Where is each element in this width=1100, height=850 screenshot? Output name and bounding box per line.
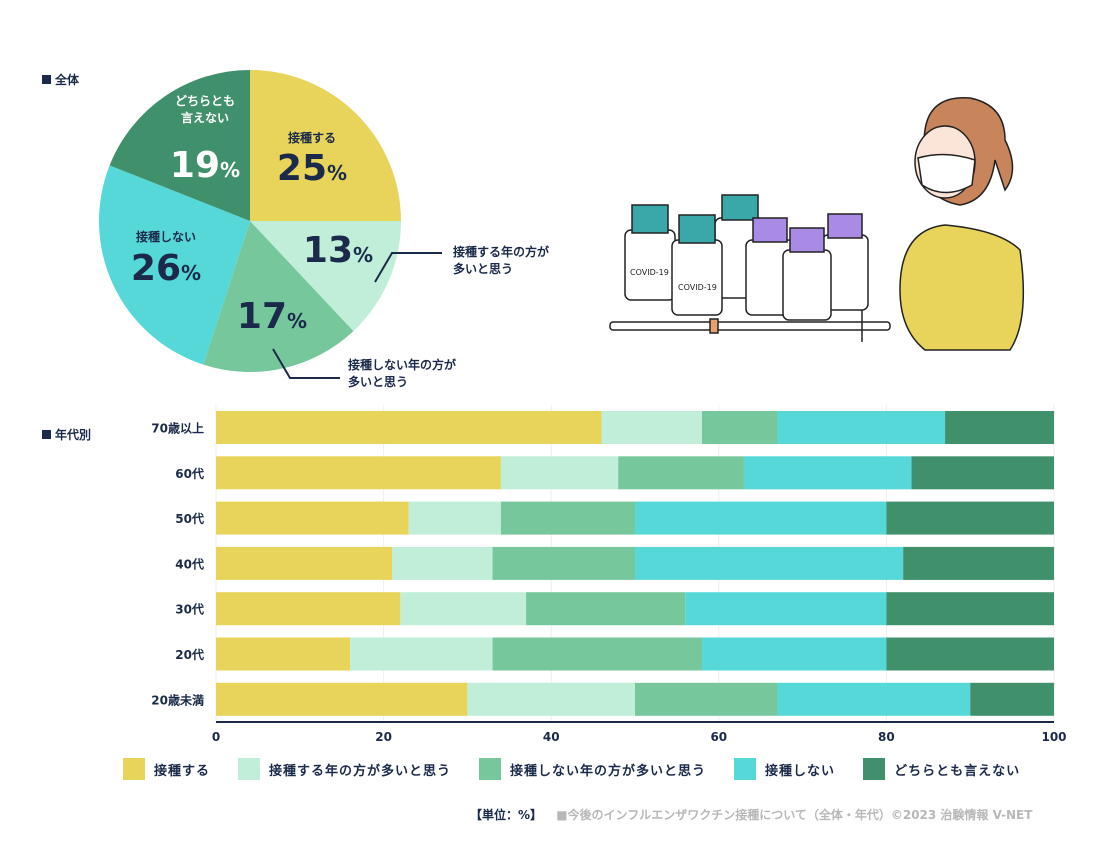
vial-label: COVID-19 [630, 268, 669, 277]
pie-category-label: 多いと思う [348, 374, 408, 389]
bar-segment [911, 456, 1054, 490]
y-category-label: 50代 [175, 511, 204, 526]
x-tick-label: 40 [543, 730, 560, 744]
x-tick-label: 60 [710, 730, 727, 744]
pie-slice [203, 221, 354, 372]
legend-item: 接種しない [734, 758, 835, 780]
bar-segment [408, 501, 501, 535]
bar-segment [886, 592, 1054, 626]
bar-segment [635, 682, 778, 716]
x-tick-label: 0 [212, 730, 220, 744]
bar-segment [400, 592, 527, 626]
legend-swatch [123, 758, 145, 780]
x-tick-label: 20 [375, 730, 392, 744]
legend-label: 接種しない年の方が多いと思う [510, 763, 707, 779]
pie-category-label: 接種しない [136, 229, 196, 244]
pie-category-label: 接種する [288, 130, 336, 145]
section-title-by-age: 年代別 [42, 426, 91, 443]
bar-segment [216, 456, 501, 490]
pie-value-label: 25% [277, 148, 347, 189]
pie-chart: 25% 接種する 13% 17% 26% 接種しない 19% どちらとも言えない接種する年の方… [99, 70, 549, 389]
leader-line [374, 252, 442, 283]
bar-segment [903, 546, 1054, 580]
bar-segment [391, 546, 493, 580]
pie-category-label: 接種する年の方が [453, 244, 549, 259]
pie-value-label: 17% [237, 296, 307, 337]
bar-segment [216, 682, 468, 716]
legend-item: 接種する年の方が多いと思う [238, 758, 451, 780]
bar-segment [702, 411, 778, 444]
pie-category-label: 接種しない年の方が [348, 357, 456, 372]
illustration: COVID-19 COVID-19 [609, 97, 1025, 351]
woman-with-mask-illustration [899, 97, 1025, 351]
pie-category-label: どちらとも [175, 94, 235, 108]
pie-slice [99, 165, 251, 365]
bar-segment [635, 501, 887, 535]
leader-line [272, 348, 340, 379]
bar-segment [526, 592, 686, 626]
legend: 接種する 接種する年の方が多いと思う 接種しない年の方が多いと思う 接種しない … [123, 758, 1048, 780]
legend-label: 接種する [154, 763, 211, 779]
legend-label: どちらとも言えない [894, 763, 1021, 779]
y-category-label: 20歳未満 [151, 692, 204, 707]
y-category-label: 20代 [175, 647, 204, 662]
legend-item: どちらとも言えない [863, 758, 1020, 780]
bar-segment [886, 501, 1054, 535]
vaccine-vials-illustration: COVID-19 COVID-19 [609, 194, 891, 342]
legend-swatch [863, 758, 886, 780]
stacked-bar-chart: 0 20 40 60 80 100 70歳以上 60代 50代 40代 30代 20代 20歳未満 [151, 405, 1067, 744]
bar-segment [743, 456, 912, 490]
y-category-label: 70歳以上 [151, 421, 204, 436]
bar-segment [601, 411, 703, 444]
bar-segment [216, 411, 602, 444]
x-tick-label: 100 [1041, 730, 1066, 744]
bar-segment [702, 637, 887, 671]
source-note: ■今後のインフルエンザワクチン接種について（全体・年代）©2023 治験情報 V… [556, 808, 1033, 822]
section-title-overall: 全体 [42, 71, 79, 88]
bar-segment [492, 637, 703, 671]
legend-label: 接種しない [765, 763, 836, 779]
legend-swatch [238, 758, 261, 780]
legend-item: 接種しない年の方が多いと思う [479, 758, 706, 780]
legend-swatch [734, 758, 757, 780]
bar-segment [970, 682, 1054, 716]
bar-segment [216, 592, 401, 626]
x-tick-label: 80 [878, 730, 895, 744]
bar-segment [685, 592, 887, 626]
y-category-label: 60代 [175, 466, 204, 481]
legend-item: 接種する [123, 758, 210, 780]
pie-slice [250, 70, 401, 221]
pie-slice [250, 221, 401, 332]
legend-swatch [479, 758, 502, 780]
pie-value-label: 19% [170, 145, 240, 186]
pie-category-label: 多いと思う [453, 261, 513, 276]
bar-segment [777, 682, 971, 716]
bar-segment [492, 546, 635, 580]
y-category-label: 40代 [175, 556, 204, 571]
unit-note: 【単位：%】 [470, 808, 543, 822]
pie-value-label: 13% [303, 230, 373, 271]
bar-segment [500, 501, 635, 535]
legend-label: 接種する年の方が多いと思う [269, 763, 452, 779]
bar-segment [216, 501, 409, 535]
bar-segment [945, 411, 1054, 444]
vial-label: COVID-19 [678, 283, 717, 292]
pie-slice [109, 70, 250, 221]
y-category-label: 30代 [175, 602, 204, 617]
footer: 【単位：%】 ■今後のインフルエンザワクチン接種について（全体・年代）©2023… [470, 806, 1032, 823]
pie-value-label: 26% [131, 248, 201, 289]
bar-segment [777, 411, 946, 444]
bar-segment [635, 546, 904, 580]
pie-category-label: 言えない [181, 110, 229, 125]
bar-segment [216, 546, 392, 580]
bar-segment [618, 456, 744, 490]
bar-segment [350, 637, 493, 671]
bar-segment [467, 682, 635, 716]
bar-segment [216, 637, 351, 671]
bar-segment [500, 456, 619, 490]
bar-segment [886, 637, 1054, 671]
